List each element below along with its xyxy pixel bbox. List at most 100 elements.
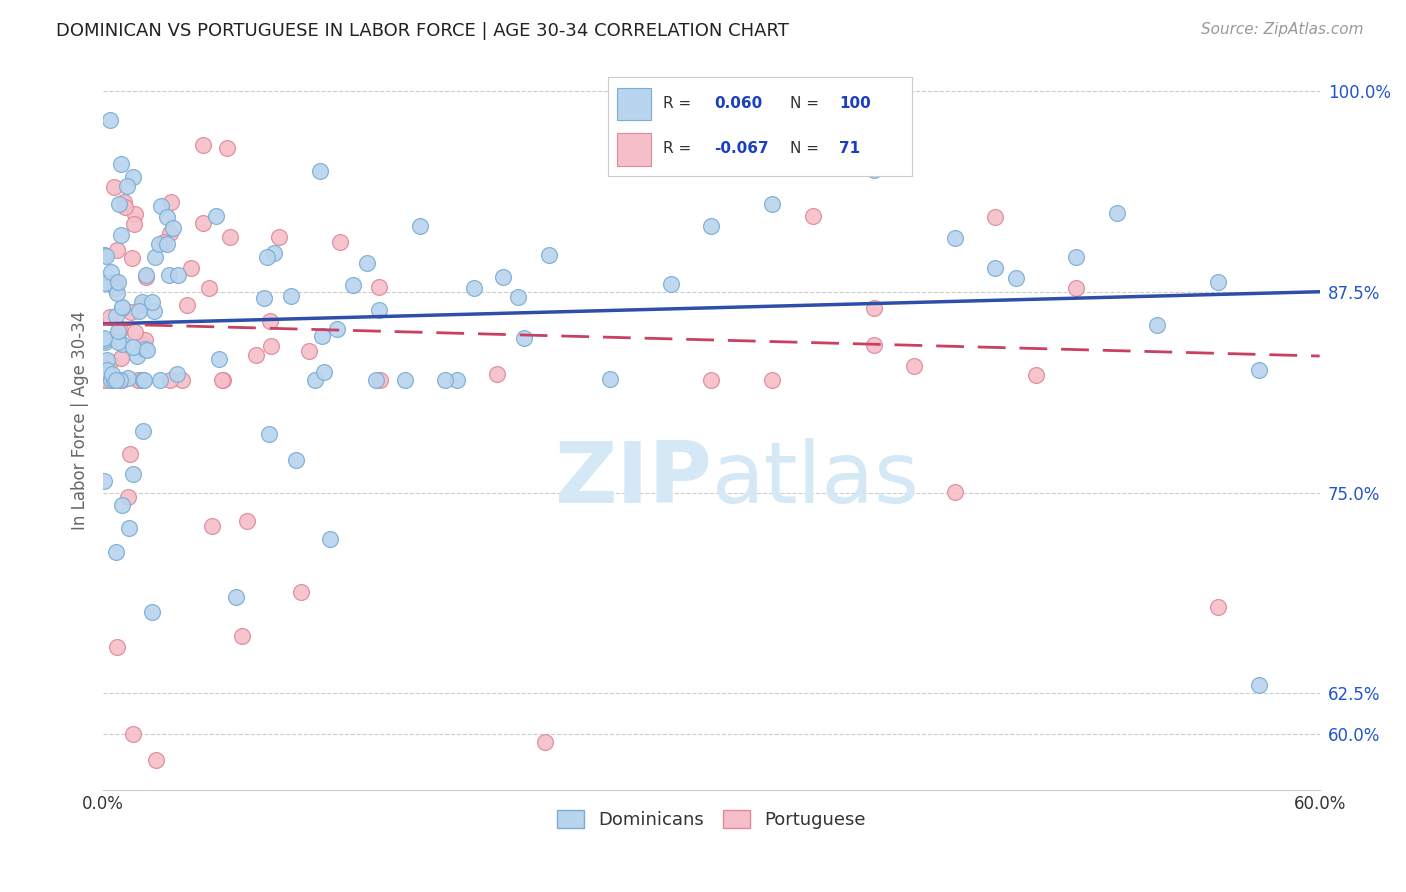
Point xyxy=(259,313,281,327)
Point xyxy=(197,281,219,295)
Point xyxy=(136,343,159,357)
Point xyxy=(245,348,267,362)
Point xyxy=(326,322,349,336)
Point xyxy=(132,373,155,387)
Point xyxy=(96,352,118,367)
Point xyxy=(356,256,378,270)
Point xyxy=(94,249,117,263)
Point xyxy=(259,427,281,442)
Point xyxy=(100,265,122,279)
Point xyxy=(159,226,181,240)
Point xyxy=(96,373,118,387)
Point xyxy=(131,298,153,312)
Point xyxy=(368,279,391,293)
Point xyxy=(124,206,146,220)
Point xyxy=(368,373,391,387)
Point xyxy=(538,248,561,262)
Point xyxy=(100,276,122,290)
Text: Source: ZipAtlas.com: Source: ZipAtlas.com xyxy=(1201,22,1364,37)
Point xyxy=(110,351,132,366)
Point xyxy=(311,328,333,343)
Point xyxy=(110,227,132,242)
Point xyxy=(862,338,884,352)
Point xyxy=(118,447,141,461)
Point xyxy=(700,373,723,387)
Point xyxy=(107,324,129,338)
Point xyxy=(943,484,966,499)
Point xyxy=(263,246,285,260)
Point xyxy=(108,323,131,337)
Point xyxy=(122,340,145,354)
Point xyxy=(105,243,128,257)
Point xyxy=(98,355,121,369)
Point xyxy=(193,216,215,230)
Point xyxy=(141,295,163,310)
Point xyxy=(252,291,274,305)
Point xyxy=(117,371,139,385)
Point xyxy=(115,178,138,193)
Point xyxy=(180,260,202,275)
Point xyxy=(160,194,183,209)
Point xyxy=(446,373,468,387)
Point xyxy=(156,237,179,252)
Point xyxy=(342,278,364,293)
Point xyxy=(104,373,127,387)
Point xyxy=(1066,250,1088,264)
Point xyxy=(135,270,157,285)
Point xyxy=(128,303,150,318)
Point xyxy=(149,373,172,387)
Point xyxy=(131,424,153,438)
Point xyxy=(122,726,145,740)
Point xyxy=(107,276,129,290)
Point xyxy=(127,373,149,387)
Point xyxy=(129,373,152,387)
Point xyxy=(312,365,335,379)
Point xyxy=(107,334,129,349)
Point xyxy=(93,331,115,345)
Point xyxy=(1066,281,1088,295)
Point xyxy=(142,303,165,318)
Point xyxy=(96,363,118,377)
Point xyxy=(1004,271,1026,285)
Point xyxy=(170,373,193,387)
Point xyxy=(267,230,290,244)
Point xyxy=(107,640,129,655)
Point xyxy=(104,545,127,559)
Point xyxy=(409,219,432,233)
Point xyxy=(103,180,125,194)
Point xyxy=(124,325,146,339)
Point xyxy=(111,498,134,512)
Point xyxy=(256,250,278,264)
Point xyxy=(94,335,117,350)
Text: atlas: atlas xyxy=(711,438,920,521)
Point xyxy=(110,157,132,171)
Point xyxy=(200,519,222,533)
Point xyxy=(159,373,181,387)
Point xyxy=(120,305,142,319)
Point xyxy=(145,753,167,767)
Point xyxy=(117,490,139,504)
Point xyxy=(211,373,233,387)
Point xyxy=(111,301,134,315)
Point xyxy=(93,248,115,262)
Point xyxy=(984,260,1007,275)
Point xyxy=(131,294,153,309)
Point xyxy=(110,373,132,387)
Point xyxy=(105,286,128,301)
Point xyxy=(143,250,166,264)
Point xyxy=(1146,318,1168,332)
Point xyxy=(93,373,115,387)
Point xyxy=(141,606,163,620)
Point xyxy=(93,333,115,347)
Point xyxy=(506,290,529,304)
Point xyxy=(103,373,125,387)
Point xyxy=(1247,678,1270,692)
Point xyxy=(166,368,188,382)
Point xyxy=(1105,206,1128,220)
Point xyxy=(118,521,141,535)
Text: DOMINICAN VS PORTUGUESE IN LABOR FORCE | AGE 30-34 CORRELATION CHART: DOMINICAN VS PORTUGUESE IN LABOR FORCE |… xyxy=(56,22,789,40)
Point xyxy=(93,474,115,488)
Point xyxy=(104,309,127,323)
Point xyxy=(984,210,1007,224)
Point xyxy=(1206,600,1229,615)
